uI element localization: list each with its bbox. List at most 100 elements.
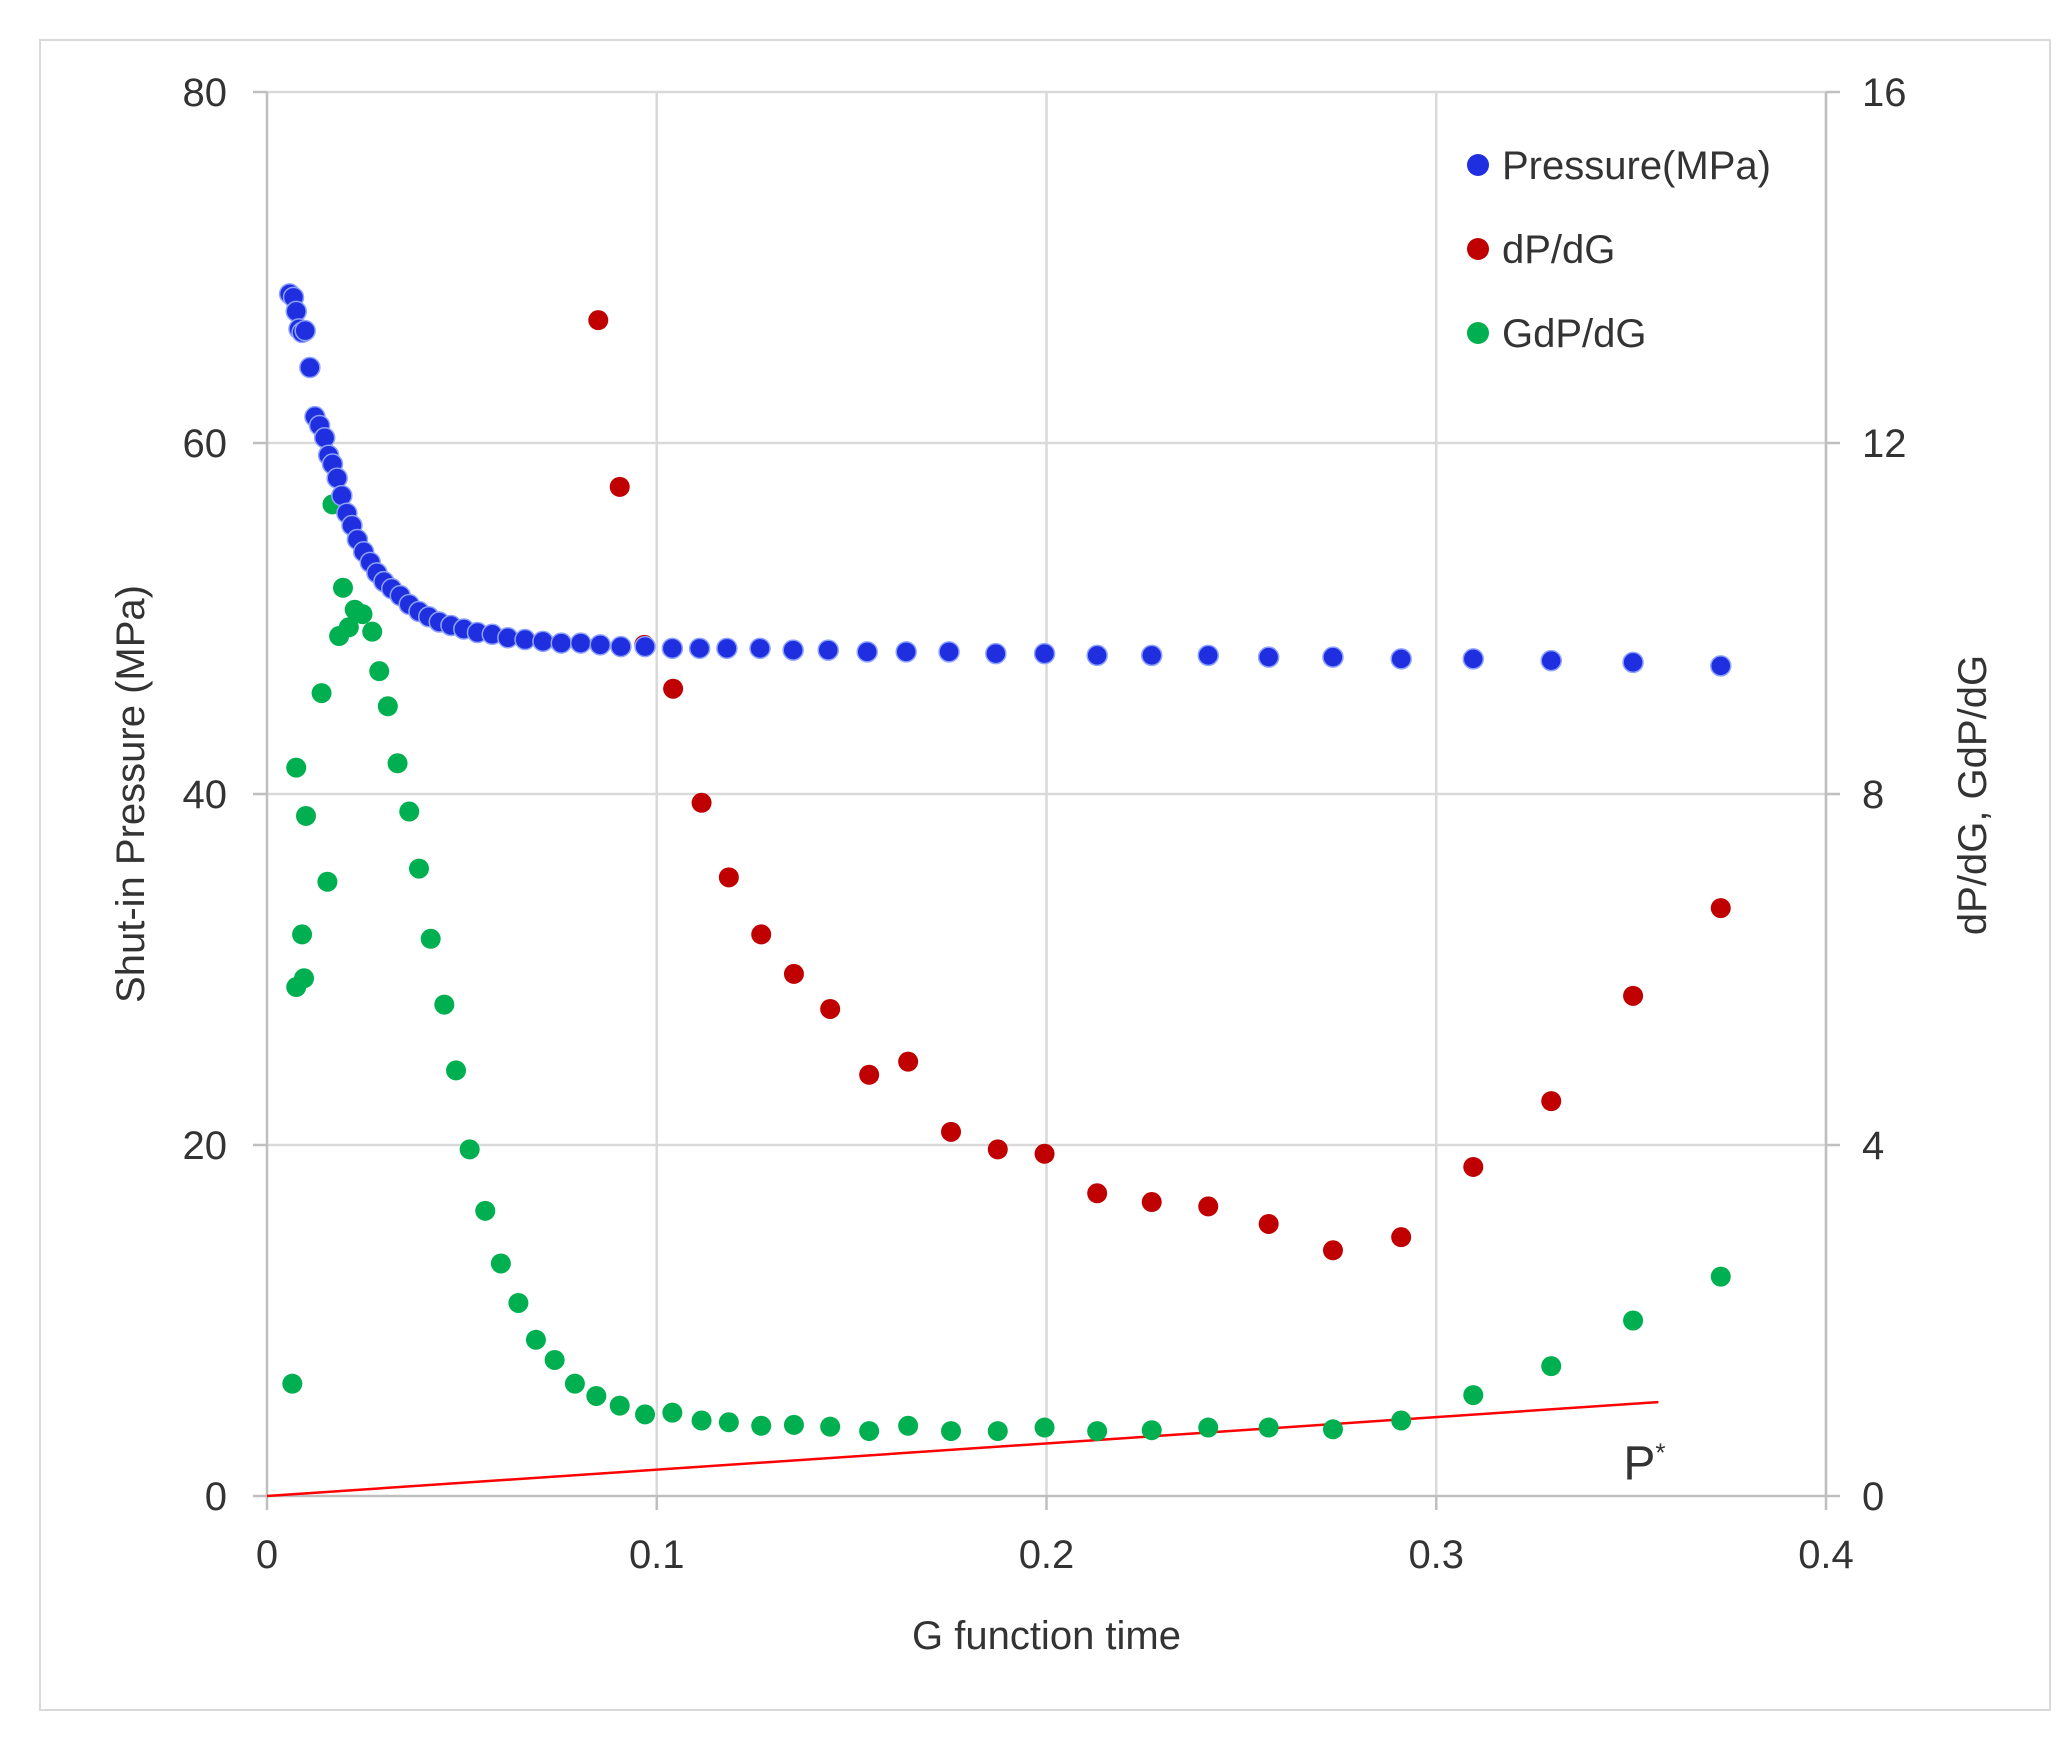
point-gdp-dg — [420, 928, 441, 949]
y-left-axis-title: Shut-in Pressure (MPa) — [109, 585, 153, 1003]
point-pressure-mpa — [1390, 648, 1412, 670]
point-gdp-dg — [295, 805, 316, 826]
point-pressure-mpa — [589, 634, 611, 656]
point-pressure-mpa — [985, 642, 1007, 665]
point-pressure-mpa — [313, 426, 336, 449]
point-pressure-mpa — [817, 639, 839, 661]
point-pressure-mpa — [1086, 644, 1108, 667]
point-dp-dg — [1141, 1192, 1162, 1213]
legend-label-gdpdg: GdP/dG — [1502, 312, 1647, 356]
point-pressure-mpa — [532, 630, 554, 653]
point-gdp-dg — [1087, 1421, 1108, 1442]
point-pressure-mpa — [782, 639, 804, 661]
data-points — [278, 283, 1732, 1442]
point-gdp-dg — [635, 1404, 656, 1425]
point-gdp-dg — [508, 1292, 529, 1313]
point-dp-dg — [1258, 1213, 1279, 1234]
point-gdp-dg — [691, 1410, 712, 1431]
point-gdp-dg — [311, 683, 332, 704]
point-gdp-dg — [475, 1200, 496, 1221]
point-pressure-mpa — [688, 637, 711, 660]
point-gdp-dg — [718, 1412, 739, 1433]
point-dp-dg — [1087, 1183, 1108, 1204]
legend: Pressure(MPa) dP/dG GdP/dG — [1467, 144, 1771, 356]
point-pressure-mpa — [514, 628, 536, 651]
legend-marker-dpdg — [1467, 238, 1489, 260]
point-pressure-mpa — [1140, 644, 1163, 667]
y-right-tick-label: 4 — [1862, 1124, 1884, 1168]
point-gdp-dg — [544, 1349, 565, 1370]
point-dp-dg — [1198, 1196, 1219, 1217]
point-gdp-dg — [783, 1414, 804, 1435]
point-dp-dg — [1541, 1091, 1562, 1112]
point-gdp-dg — [1541, 1356, 1562, 1377]
point-gdp-dg — [987, 1421, 1008, 1442]
point-gdp-dg — [1623, 1310, 1644, 1331]
point-gdp-dg — [490, 1253, 511, 1274]
trend-lines — [266, 1400, 1659, 1498]
y-right-tick-label: 16 — [1862, 71, 1907, 115]
point-pressure-mpa — [1540, 649, 1562, 672]
point-gdp-dg — [317, 871, 338, 892]
point-gdp-dg — [362, 621, 383, 642]
point-dp-dg — [820, 998, 841, 1019]
x-tick-label: 0 — [256, 1533, 278, 1577]
point-gdp-dg — [820, 1416, 841, 1437]
point-pressure-mpa — [1710, 655, 1732, 677]
point-dp-dg — [783, 963, 804, 984]
point-gdp-dg — [369, 661, 390, 682]
point-dp-dg — [663, 678, 684, 699]
point-dp-dg — [941, 1121, 962, 1142]
point-gdp-dg — [399, 801, 420, 822]
point-gdp-dg — [1258, 1417, 1279, 1438]
point-gdp-dg — [586, 1385, 607, 1406]
point-pressure-mpa — [938, 641, 960, 663]
point-gdp-dg — [446, 1060, 467, 1081]
point-gdp-dg — [1463, 1385, 1484, 1406]
point-pressure-mpa — [749, 637, 771, 660]
point-pressure-mpa — [634, 635, 656, 658]
point-gdp-dg — [333, 577, 354, 598]
point-dp-dg — [859, 1064, 880, 1085]
point-gdp-dg — [459, 1139, 480, 1160]
point-pressure-mpa — [661, 637, 684, 660]
p-star-trend-line — [266, 1400, 1659, 1498]
y-right-tick-label: 0 — [1862, 1475, 1884, 1519]
point-dp-dg — [751, 924, 772, 945]
point-dp-dg — [898, 1051, 919, 1072]
point-gdp-dg — [941, 1421, 962, 1442]
point-gdp-dg — [409, 858, 430, 879]
point-dp-dg — [1463, 1156, 1484, 1177]
point-dp-dg — [1710, 898, 1731, 919]
point-pressure-mpa — [294, 319, 316, 342]
point-gdp-dg — [662, 1402, 683, 1423]
y-left-tick-label: 60 — [183, 422, 228, 466]
point-dp-dg — [691, 792, 712, 813]
point-pressure-mpa — [1033, 642, 1056, 665]
point-gdp-dg — [282, 1373, 303, 1394]
point-gdp-dg — [609, 1395, 630, 1416]
point-dp-dg — [1034, 1143, 1055, 1164]
point-dp-dg — [609, 476, 630, 497]
point-dp-dg — [987, 1139, 1008, 1160]
point-gdp-dg — [377, 696, 398, 717]
y-right-tick-label: 8 — [1862, 773, 1884, 817]
y-left-tick-label: 40 — [183, 773, 228, 817]
point-dp-dg — [1623, 985, 1644, 1006]
point-pressure-mpa — [550, 632, 573, 654]
point-gdp-dg — [1710, 1266, 1731, 1287]
point-gdp-dg — [525, 1329, 546, 1350]
point-gdp-dg — [292, 924, 313, 945]
point-pressure-mpa — [1622, 651, 1644, 674]
point-gdp-dg — [387, 753, 408, 774]
point-pressure-mpa — [285, 300, 307, 323]
point-gdp-dg — [1391, 1410, 1412, 1431]
x-tick-label: 0.4 — [1798, 1533, 1854, 1577]
point-pressure-mpa — [716, 637, 738, 660]
point-dp-dg — [588, 310, 609, 331]
point-gdp-dg — [898, 1415, 919, 1436]
point-gdp-dg — [352, 604, 373, 625]
point-pressure-mpa — [1257, 646, 1280, 668]
